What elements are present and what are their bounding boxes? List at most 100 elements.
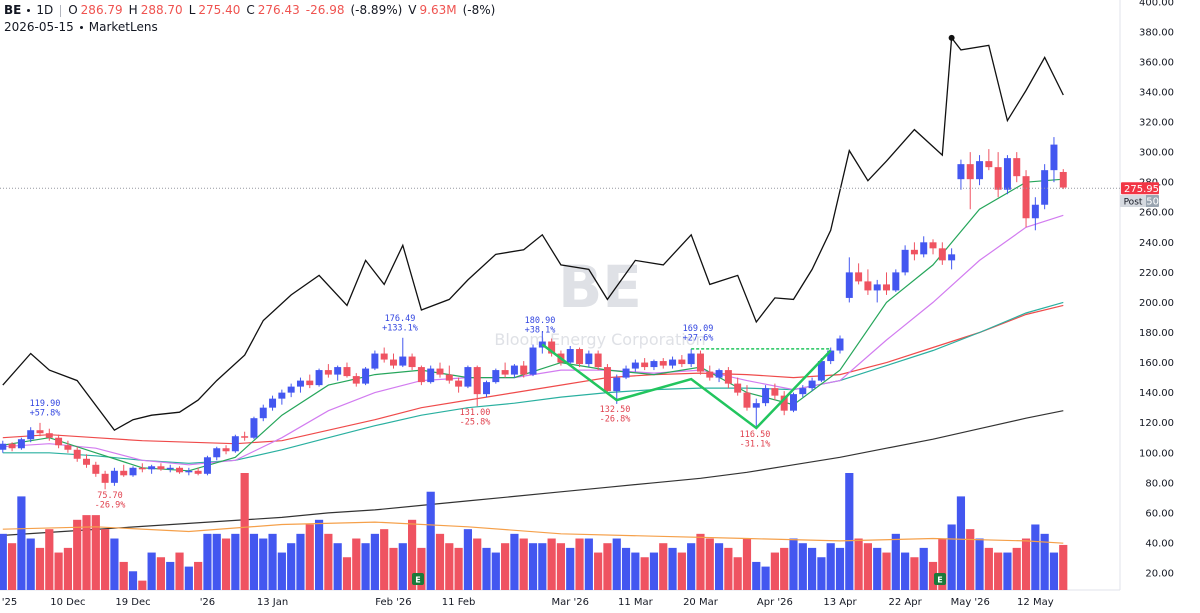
field-value: 286.79 [80,3,123,17]
candle-body [529,347,537,375]
event-label: E [415,576,420,585]
volume-bar [435,533,445,590]
candle-body [231,436,239,452]
candle-body [659,361,667,366]
annotation-change: -25.8% [460,418,491,428]
candle-body [790,394,797,411]
volume-bar [1040,533,1049,590]
high-marker [948,34,955,41]
volume-bar [175,552,184,590]
volume-bar [352,538,361,590]
volume-bar [817,557,826,590]
candle-body [138,467,146,470]
volume-bar [1003,552,1012,590]
price-tag [1121,182,1159,195]
field-value: 275.40 [198,3,241,17]
candle-body [1059,171,1067,188]
candle-body [948,254,956,261]
volume-bar [752,561,761,590]
volume-bar [845,473,854,590]
candle-body [27,430,35,440]
annotation-change: +133.1% [382,324,418,334]
candle-body [576,349,584,365]
volume-bar [342,557,352,590]
volume-bar [110,538,119,590]
candle-body [510,365,518,375]
candle-body [194,470,202,474]
volume-bar [296,533,305,590]
volume-bar [63,547,72,590]
volume-bar [184,566,193,590]
candle-body [771,388,779,396]
y-tick-label: 20.00 [1145,569,1174,580]
volume-bar [826,543,835,590]
event-badge [934,573,946,585]
volume-bar [994,552,1003,590]
source: MarketLens [88,20,158,34]
candle-body [287,386,295,393]
annotation-price: 169.09 [683,324,714,334]
candle-body [994,167,1002,190]
candle-body [129,467,137,476]
candle-body [110,470,118,483]
volume-bar [287,543,296,590]
candle-body [985,161,993,168]
candle-body [1022,176,1030,219]
candle-body [613,377,621,392]
candle-body [752,403,760,408]
volume-bar [938,538,947,590]
x-tick-label: 22 Apr [889,597,923,608]
indicator-line [2,301,1064,464]
candle-body [213,448,221,458]
volume-bar [119,561,128,590]
volume-bar [1021,538,1031,590]
candle-body [901,249,909,273]
candle-body [678,359,686,365]
volume-bar [26,538,35,590]
candle-body [892,272,900,291]
volume-bar [696,533,705,590]
price-tag-label: 275.95 [1124,184,1159,195]
volume-bar [147,552,156,590]
separator [79,26,83,29]
volume-bar [789,538,798,590]
volume-bar [901,552,910,590]
pattern-line [541,343,832,430]
volume-bar [761,566,770,590]
candle-body [1031,204,1039,219]
volume-bar [8,543,17,590]
interval: 1D [36,3,54,17]
candle-body [501,370,509,375]
volume-bar [491,552,500,590]
volume-bar [1031,524,1040,590]
volume-bar [17,496,26,590]
volume-bar [101,529,110,590]
candle-body [269,398,277,408]
annotation-change: +57.8% [30,409,61,419]
volume-bar [975,538,984,590]
candle-body [734,383,742,393]
candle-body [808,380,816,389]
volume-bar [212,533,221,590]
candle-body [259,407,267,419]
y-tick-label: 180.00 [1139,328,1174,339]
candle-body [408,356,416,368]
candle-body [166,467,174,470]
volume-bar [473,538,482,590]
annotation-price: 132.50 [600,405,631,415]
volume-bar [408,519,417,590]
candle-body [520,365,528,375]
candle-body [669,359,677,366]
volume-bar [324,533,333,590]
candle-body [371,353,379,369]
post-label: Post [1124,197,1143,207]
candle-body [696,353,704,372]
volume-bar [677,552,686,590]
volume-bar [835,547,845,590]
volume-bar [1059,544,1068,590]
volume-bar [231,533,240,590]
candle-body [603,367,611,392]
candle-body [8,443,16,449]
candle-body [380,353,388,360]
